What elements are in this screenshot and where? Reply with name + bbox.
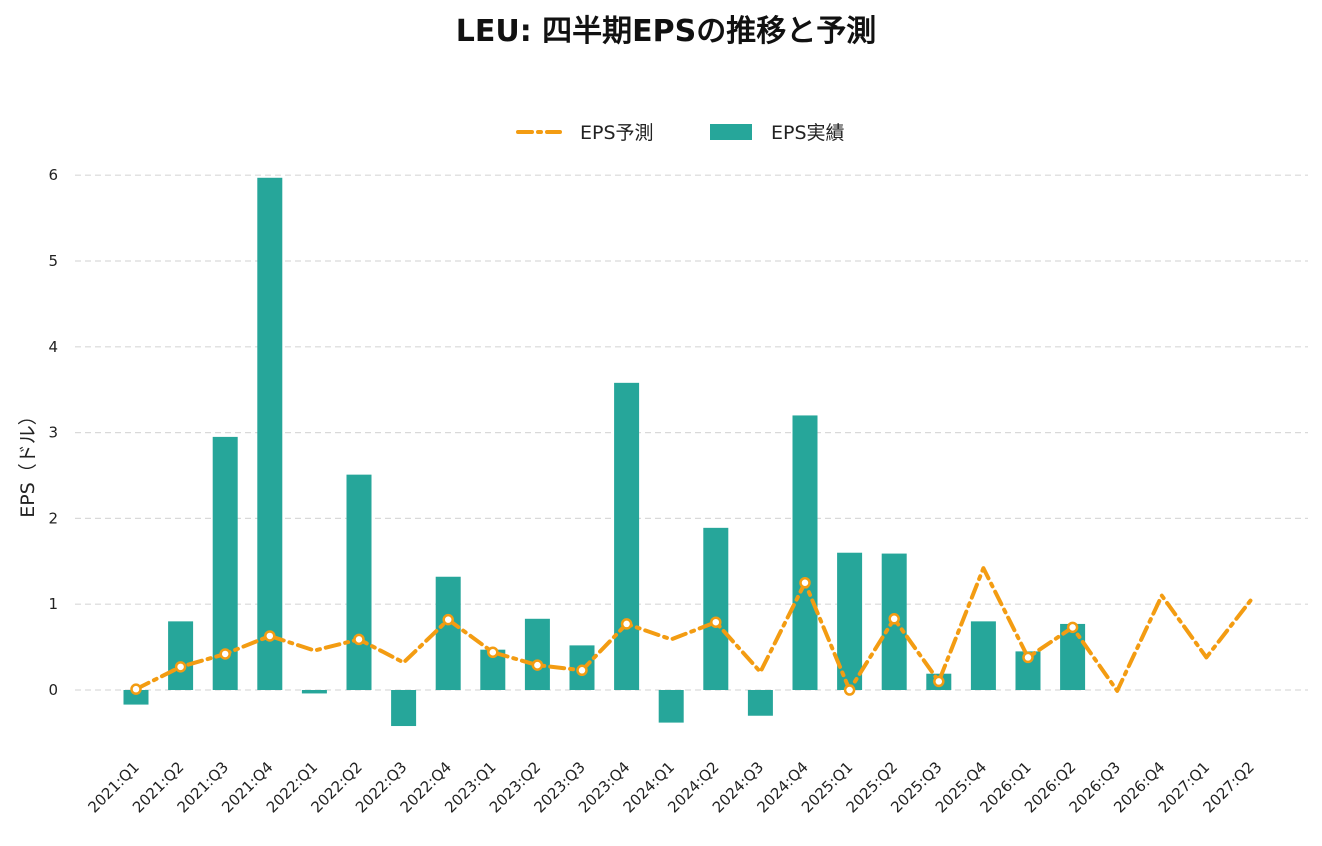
point-eps-forecast <box>799 577 811 589</box>
line-layer <box>130 566 1253 696</box>
y-tick-label: 0 <box>48 681 58 699</box>
point-eps-forecast <box>174 661 187 673</box>
point-eps-forecast <box>576 664 588 677</box>
bar-eps-actual <box>301 690 327 694</box>
point-eps-forecast <box>710 616 722 628</box>
y-tick-label: 6 <box>48 166 58 184</box>
bar-eps-actual <box>703 527 729 690</box>
point-eps-forecast <box>933 675 945 688</box>
legend-swatch-actual <box>710 124 752 140</box>
chart-title: LEU: 四半期EPSの推移と予測 <box>456 14 877 49</box>
bar-eps-actual <box>792 415 818 690</box>
y-tick-label: 3 <box>48 424 58 442</box>
line-eps-forecast <box>134 566 1253 693</box>
bar-eps-actual <box>524 618 550 690</box>
point-eps-forecast <box>888 613 900 625</box>
point-eps-forecast <box>531 659 544 671</box>
point-eps-forecast <box>130 683 142 695</box>
point-eps-forecast <box>353 633 365 646</box>
bar-eps-actual <box>346 474 372 690</box>
point-eps-forecast <box>219 648 231 660</box>
legend-label-actual: EPS実績 <box>771 122 845 144</box>
y-tick-label: 4 <box>48 338 58 356</box>
bar-eps-actual <box>123 690 149 705</box>
y-axis-label: EPS（ドル） <box>17 406 39 518</box>
bar-eps-actual <box>168 621 194 690</box>
bars-layer <box>123 177 1086 727</box>
point-eps-forecast <box>1022 651 1034 664</box>
point-eps-forecast <box>843 684 856 696</box>
bar-eps-actual <box>435 576 461 690</box>
legend-label-forecast: EPS予測 <box>580 122 654 144</box>
bar-eps-actual <box>837 552 863 690</box>
bar-eps-actual <box>212 436 238 690</box>
point-eps-forecast <box>620 618 633 630</box>
y-tick-label: 5 <box>48 252 58 270</box>
legend: EPS予測 EPS実績 <box>516 122 845 144</box>
point-eps-forecast <box>487 646 499 658</box>
point-eps-forecast <box>442 613 454 626</box>
bar-eps-actual <box>391 690 417 727</box>
y-tick-label: 2 <box>48 509 58 527</box>
bar-eps-actual <box>614 382 640 690</box>
bar-eps-actual <box>257 177 283 691</box>
y-axis-ticks: 0 1 2 3 4 5 6 <box>48 166 58 699</box>
point-eps-forecast <box>1066 621 1079 634</box>
y-tick-label: 1 <box>48 595 58 613</box>
bar-eps-actual <box>747 690 773 716</box>
x-axis-ticks: 2021:Q12021:Q22021:Q32021:Q42022:Q12022:… <box>84 758 1257 816</box>
bar-eps-actual <box>658 690 684 723</box>
bar-eps-actual <box>970 621 996 690</box>
point-eps-forecast <box>264 630 276 642</box>
